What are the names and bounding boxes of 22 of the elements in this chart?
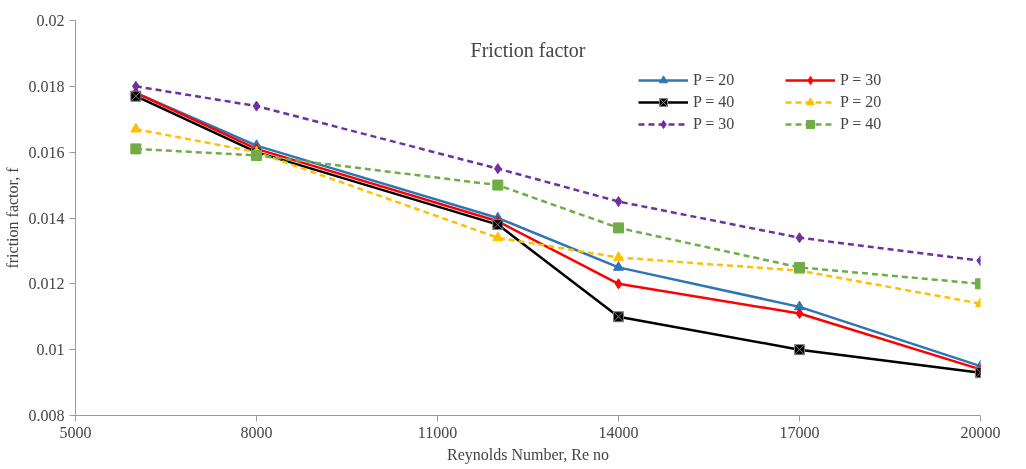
- legend-label: P = 30: [693, 115, 736, 133]
- legend-label: P = 40: [693, 93, 736, 111]
- y-tick-label: 0.02: [36, 12, 65, 29]
- text: Friction factor: [470, 38, 586, 61]
- x-tick-label: 17000: [779, 423, 820, 441]
- legend-label: P = 30: [840, 71, 883, 89]
- y-tick-label: 0.012: [28, 275, 65, 293]
- x-tick-label: 8000: [240, 423, 273, 441]
- y-tick-label: 0.01: [36, 341, 65, 359]
- y-tick-label: 0.014: [28, 209, 65, 227]
- x-tick-label: 14000: [598, 423, 639, 441]
- legend-label: P = 40: [840, 115, 883, 133]
- x-tick-label: 20000: [960, 423, 1001, 441]
- legend-label: P = 20: [693, 71, 736, 89]
- legend-label: P = 20: [840, 93, 883, 111]
- y-axis-title: friction factor, f: [3, 166, 21, 269]
- y-tick-label: 0.018: [28, 77, 65, 95]
- x-axis-title: Reynolds Number, Re no: [447, 445, 610, 464]
- x-tick-label: 5000: [59, 423, 92, 441]
- x-tick-label: 11000: [417, 423, 458, 441]
- y-tick-label: 0.016: [28, 143, 65, 161]
- y-tick-label: 0.008: [28, 407, 65, 424]
